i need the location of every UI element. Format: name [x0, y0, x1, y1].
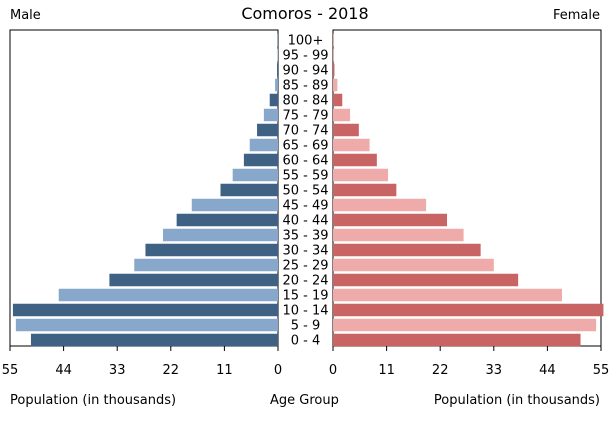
age-group-label: 70 - 74: [282, 124, 328, 139]
male-bar: [191, 198, 278, 212]
female-bar: [333, 48, 334, 62]
age-group-label: 0 - 4: [291, 334, 321, 349]
female-bar: [333, 213, 448, 227]
age-group-label: 75 - 79: [282, 109, 328, 124]
male-bar: [269, 93, 278, 107]
female-bar: [333, 138, 370, 152]
age-group-label: 60 - 64: [282, 154, 328, 169]
left-tick-label: 0: [274, 363, 282, 378]
female-bar: [333, 258, 494, 272]
female-bar: [333, 123, 359, 137]
male-bar: [243, 153, 278, 167]
x-axis-label-center: Age Group: [270, 393, 339, 408]
right-tick-label: 55: [593, 363, 610, 378]
female-bar: [333, 63, 335, 77]
female-label: Female: [552, 8, 600, 23]
female-bar: [333, 318, 597, 332]
chart-title: Comoros - 2018: [241, 4, 369, 23]
male-bar: [232, 168, 278, 182]
right-tick-label: 44: [539, 363, 556, 378]
female-bar: [333, 273, 519, 287]
age-group-label: 25 - 29: [282, 259, 328, 274]
left-tick-label: 33: [109, 363, 126, 378]
male-bar: [220, 183, 278, 197]
age-group-label: 5 - 9: [291, 319, 321, 334]
x-axis-label-left: Population (in thousands): [10, 393, 177, 408]
female-bar: [333, 303, 604, 317]
right-tick-label: 22: [432, 363, 449, 378]
male-bar: [12, 303, 278, 317]
age-group-label: 15 - 19: [282, 289, 328, 304]
left-tick-label: 55: [2, 363, 19, 378]
age-group-label: 20 - 24: [282, 274, 328, 289]
female-bar: [333, 198, 427, 212]
age-group-label: 95 - 99: [282, 49, 328, 64]
age-group-label: 90 - 94: [282, 64, 328, 79]
female-bar: [333, 78, 338, 92]
female-bar: [333, 93, 343, 107]
male-bar: [15, 318, 279, 332]
age-group-label: 85 - 89: [282, 79, 328, 94]
left-tick-label: 44: [55, 363, 72, 378]
age-group-label: 80 - 84: [282, 94, 328, 109]
male-bar: [134, 258, 278, 272]
age-group-label: 50 - 54: [282, 184, 328, 199]
right-tick-label: 0: [329, 363, 337, 378]
left-tick-label: 11: [216, 363, 233, 378]
age-group-label: 10 - 14: [282, 304, 328, 319]
male-bar: [176, 213, 278, 227]
male-bar: [58, 288, 279, 302]
age-group-label: 30 - 34: [282, 244, 328, 259]
female-bar: [333, 288, 563, 302]
male-bar: [249, 138, 278, 152]
male-bar: [263, 108, 278, 122]
female-bar: [333, 108, 351, 122]
left-tick-label: 22: [163, 363, 180, 378]
age-group-label: 55 - 59: [282, 169, 328, 184]
female-bar: [333, 243, 481, 257]
age-group-label: 65 - 69: [282, 139, 328, 154]
age-group-label: 100+: [288, 34, 324, 49]
male-bar: [30, 333, 278, 347]
female-bar: [333, 183, 397, 197]
age-group-label: 45 - 49: [282, 199, 328, 214]
right-tick-label: 33: [486, 363, 503, 378]
male-bar: [257, 123, 278, 137]
male-label: Male: [10, 8, 41, 23]
female-bar: [333, 168, 389, 182]
age-group-label: 35 - 39: [282, 229, 328, 244]
x-axis-label-right: Population (in thousands): [433, 393, 600, 408]
male-bar: [277, 63, 278, 77]
age-group-label: 40 - 44: [282, 214, 328, 229]
male-bar: [163, 228, 278, 242]
female-bar: [333, 228, 464, 242]
male-bar: [275, 78, 278, 92]
right-tick-label: 11: [378, 363, 395, 378]
male-bar: [109, 273, 279, 287]
female-bar: [333, 333, 581, 347]
male-bar: [145, 243, 278, 257]
female-bar: [333, 153, 377, 167]
